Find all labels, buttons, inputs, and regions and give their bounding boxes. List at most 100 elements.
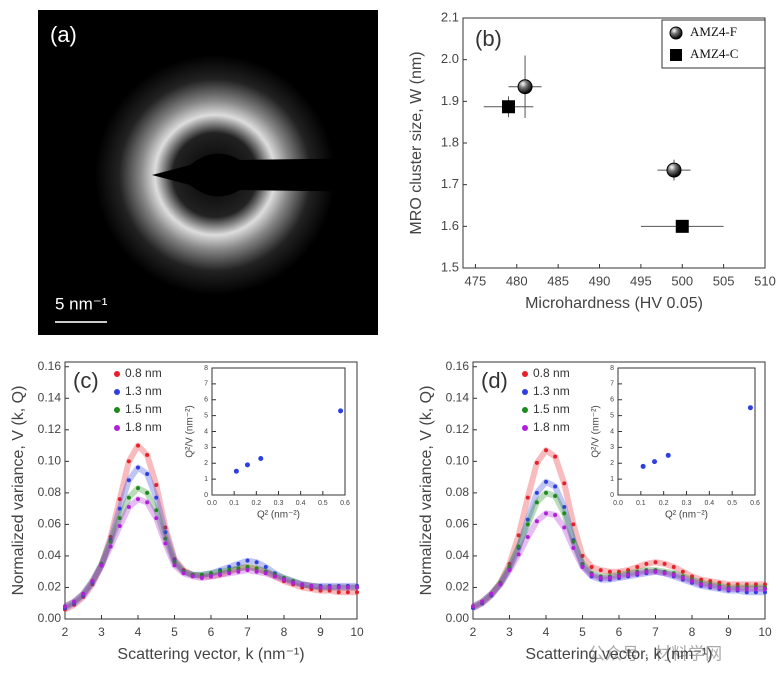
legend-label: AMZ4-F bbox=[690, 24, 737, 39]
data-point bbox=[199, 572, 204, 577]
y-tick-label: 2.1 bbox=[441, 9, 459, 24]
data-point bbox=[181, 571, 186, 576]
x-tick-label: 505 bbox=[713, 273, 735, 288]
data-point bbox=[690, 574, 694, 579]
data-point bbox=[699, 582, 704, 587]
legend-marker bbox=[114, 371, 120, 377]
data-point bbox=[489, 591, 494, 596]
data-point bbox=[163, 530, 168, 535]
data-point bbox=[172, 563, 177, 568]
data-point bbox=[525, 535, 530, 540]
legend-label: 1.8 nm bbox=[533, 420, 570, 434]
data-point bbox=[680, 569, 685, 574]
data-point bbox=[534, 490, 539, 495]
x-tick-label: 500 bbox=[671, 273, 693, 288]
x-tick-label: 6 bbox=[208, 625, 215, 639]
data-point bbox=[117, 497, 122, 502]
x-tick-label: 475 bbox=[465, 273, 487, 288]
data-point bbox=[309, 583, 314, 588]
data-point bbox=[544, 511, 548, 516]
data-point bbox=[690, 579, 694, 584]
y-tick-label: 0.02 bbox=[446, 580, 470, 594]
y-tick-label: 1.9 bbox=[441, 93, 459, 108]
y-tick-label: 1 bbox=[610, 476, 614, 483]
y-tick-label: 0.16 bbox=[38, 359, 62, 373]
data-point bbox=[154, 495, 159, 500]
y-tick-label: 0.08 bbox=[38, 485, 62, 499]
data-point bbox=[345, 585, 350, 590]
data-point bbox=[717, 585, 722, 590]
data-point bbox=[227, 571, 232, 576]
data-point bbox=[218, 572, 223, 577]
inset-point bbox=[652, 459, 658, 465]
inset-frame bbox=[211, 367, 346, 496]
inset-point bbox=[338, 408, 344, 414]
data-point bbox=[63, 604, 67, 609]
data-point bbox=[763, 582, 767, 587]
data-point bbox=[145, 453, 150, 458]
data-point bbox=[355, 590, 359, 595]
data-point bbox=[136, 465, 140, 470]
data-point bbox=[154, 482, 159, 487]
data-point bbox=[662, 561, 667, 566]
data-point bbox=[562, 525, 567, 530]
legend-label: 1.3 nm bbox=[533, 384, 570, 398]
data-point bbox=[763, 590, 767, 595]
diffraction-image: (a) 5 nm⁻¹ bbox=[38, 10, 378, 335]
data-point bbox=[136, 486, 140, 491]
data-point bbox=[753, 582, 758, 587]
data-point bbox=[680, 576, 685, 581]
data-point bbox=[209, 574, 213, 579]
data-point bbox=[136, 443, 140, 448]
legend-marker bbox=[114, 407, 120, 413]
legend-label: 1.8 nm bbox=[125, 420, 162, 434]
y-tick-label: 0.02 bbox=[38, 580, 62, 594]
data-point bbox=[553, 484, 558, 489]
inset-point bbox=[747, 405, 753, 411]
data-point bbox=[209, 571, 213, 576]
data-point bbox=[598, 576, 603, 581]
data-point bbox=[90, 579, 95, 584]
x-tick-label: 495 bbox=[630, 273, 652, 288]
x-tick-label: 9 bbox=[725, 625, 732, 639]
y-tick-label: 6 bbox=[610, 397, 614, 404]
x-tick-label: 485 bbox=[547, 273, 569, 288]
x-tick-label: 6 bbox=[616, 625, 623, 639]
x-tick-label: 510 bbox=[754, 273, 776, 288]
data-point bbox=[744, 582, 749, 587]
legend-label: 1.3 nm bbox=[125, 384, 162, 398]
data-point bbox=[507, 568, 512, 573]
y-tick-label: 0.10 bbox=[446, 454, 470, 468]
x-axis-label: Microhardness (HV 0.05) bbox=[525, 295, 703, 312]
data-point bbox=[245, 558, 250, 563]
legend-label: 1.5 nm bbox=[533, 402, 570, 416]
data-point bbox=[318, 588, 323, 593]
y-tick-label: 1.7 bbox=[441, 176, 459, 191]
y-tick-label: 8 bbox=[610, 365, 614, 372]
data-point bbox=[236, 566, 241, 571]
y-tick-label: 3 bbox=[610, 444, 614, 451]
data-point bbox=[507, 564, 512, 569]
data-point bbox=[263, 571, 268, 576]
x-tick-label: 3 bbox=[98, 625, 105, 639]
y-tick-label: 1.8 bbox=[441, 134, 459, 149]
data-point bbox=[735, 582, 740, 587]
data-point bbox=[117, 516, 122, 521]
x-tick-label: 5 bbox=[579, 625, 586, 639]
data-point bbox=[126, 495, 131, 500]
data-point bbox=[227, 564, 232, 569]
y-tick-label: 7 bbox=[610, 381, 614, 388]
data-point bbox=[126, 459, 131, 464]
data-point bbox=[516, 552, 521, 557]
data-point bbox=[644, 569, 649, 574]
legend-label: 1.5 nm bbox=[125, 402, 162, 416]
y-tick-label: 0.00 bbox=[446, 611, 470, 625]
inset-point bbox=[640, 463, 646, 469]
data-point bbox=[644, 561, 649, 566]
data-point bbox=[562, 505, 567, 510]
y-tick-label: 4 bbox=[610, 428, 614, 435]
y-tick-label: 5 bbox=[610, 412, 614, 419]
data-point bbox=[580, 561, 585, 566]
data-point bbox=[254, 560, 259, 565]
